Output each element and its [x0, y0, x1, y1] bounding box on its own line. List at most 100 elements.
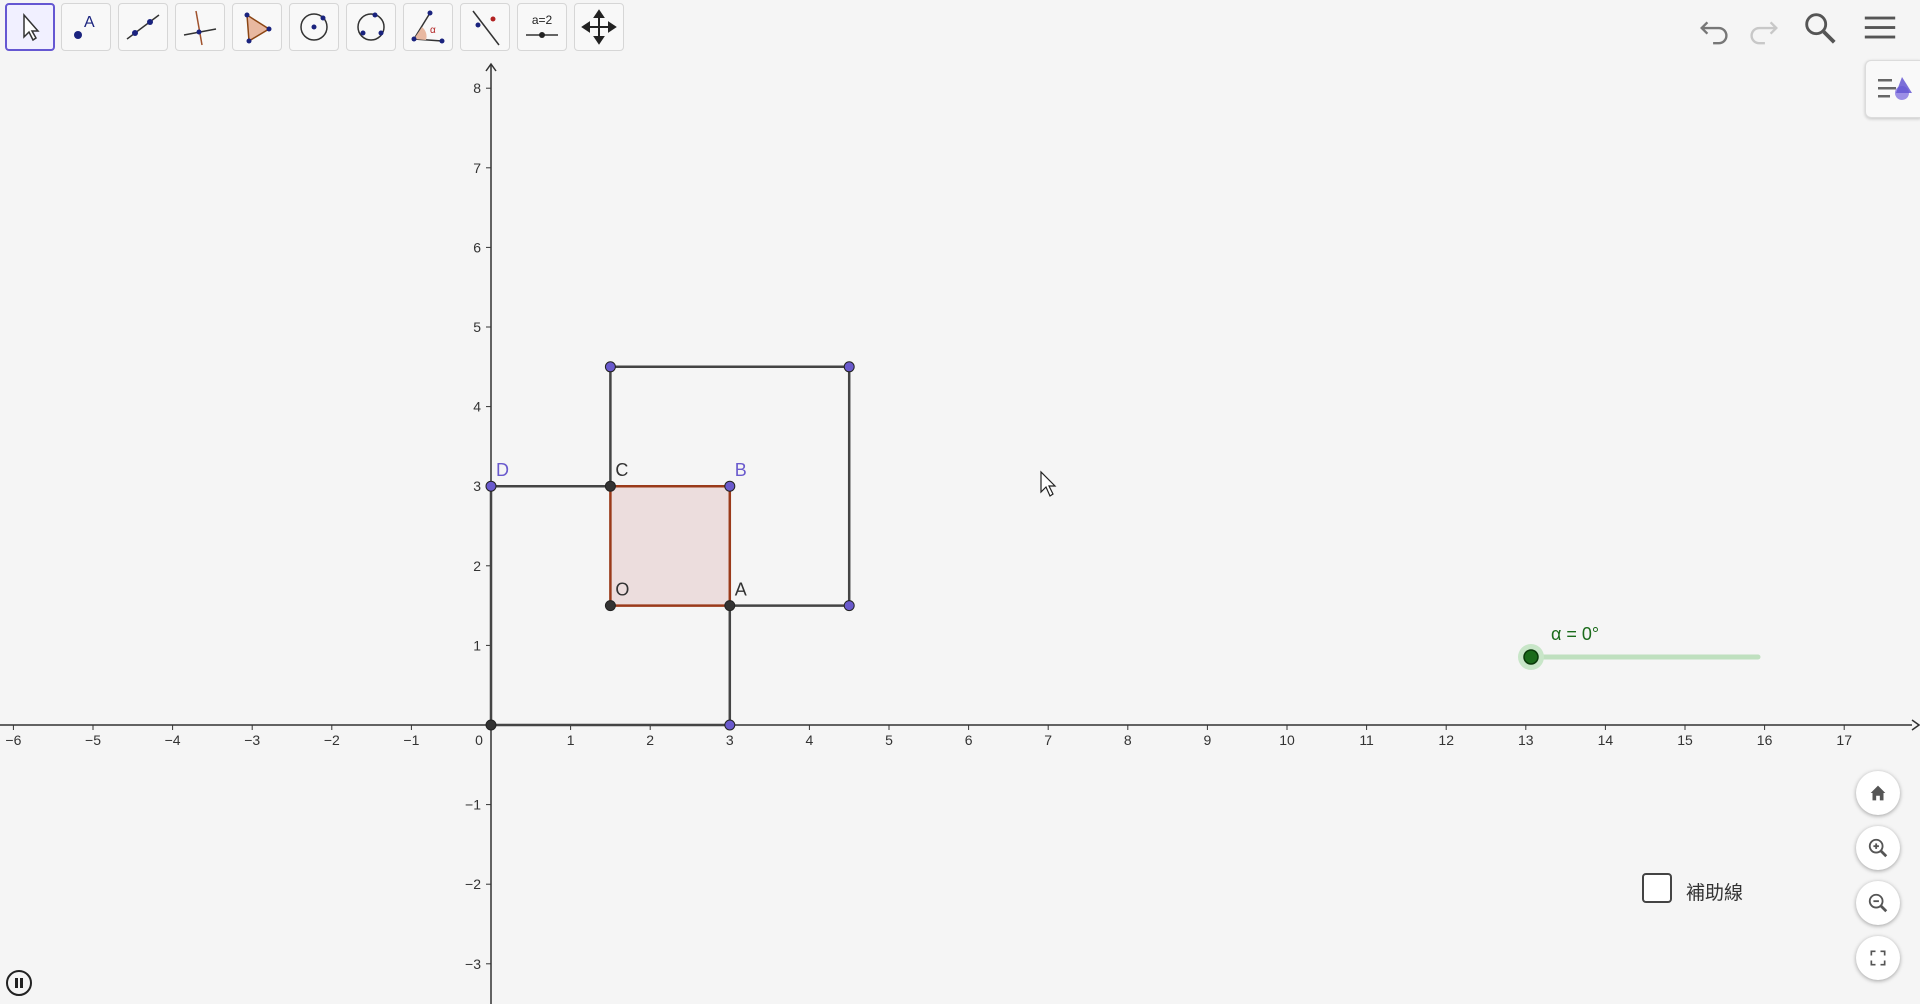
- point-O[interactable]: [604, 600, 616, 612]
- point-C[interactable]: [604, 480, 616, 492]
- slider-tool-button[interactable]: a=2: [517, 3, 567, 51]
- lower-left-square[interactable]: [489, 486, 732, 727]
- polygon-tool-button[interactable]: [232, 3, 282, 51]
- search-button[interactable]: [1797, 5, 1843, 51]
- x-tick-label: 11: [1359, 732, 1374, 748]
- x-tick-label: 7: [1044, 732, 1052, 748]
- line-icon: [126, 14, 160, 40]
- point-tool-button[interactable]: A: [61, 3, 111, 51]
- svg-text:a=2: a=2: [532, 13, 553, 27]
- move-tool-button[interactable]: [5, 3, 55, 51]
- point-icon: A: [74, 14, 95, 39]
- x-tick-label: 8: [1124, 732, 1132, 748]
- point[interactable]: [843, 361, 855, 373]
- x-tick-label: 6: [965, 732, 973, 748]
- y-tick-label: 5: [473, 319, 481, 335]
- point[interactable]: [485, 719, 497, 731]
- point-D[interactable]: [485, 480, 497, 492]
- geometry-shapes[interactable]: [489, 365, 851, 727]
- circle-three-points-icon: [357, 12, 385, 41]
- auxiliary-lines-checkbox[interactable]: [1642, 873, 1672, 903]
- fullscreen-icon: [1870, 950, 1886, 966]
- x-tick-label: −4: [165, 732, 181, 748]
- reflect-tool-button[interactable]: [460, 3, 510, 51]
- x-tick-label: 14: [1598, 732, 1614, 748]
- x-tick-label: 16: [1757, 732, 1773, 748]
- angle-icon: α: [411, 10, 445, 44]
- y-axis-arrow: [485, 62, 497, 72]
- angle-tool-button[interactable]: α: [403, 3, 453, 51]
- coordinate-axes: −6 −5 −4 −3 −2 −1 0 1 2 3 4 5 6 7 8 9 10 11 12 13 14 15 16 17−3…: [0, 62, 1920, 1004]
- y-tick-label: 4: [473, 399, 481, 415]
- perpendicular-line-icon: [183, 10, 217, 46]
- x-tick-label: 13: [1518, 732, 1534, 748]
- x-axis-arrow: [1911, 719, 1920, 731]
- home-icon: [1870, 785, 1886, 801]
- undo-button[interactable]: [1692, 5, 1738, 51]
- point[interactable]: [843, 600, 855, 612]
- x-tick-label: 2: [646, 732, 654, 748]
- point-label: O: [615, 580, 629, 600]
- x-tick-label: −5: [85, 732, 101, 748]
- x-tick-label: −3: [244, 732, 260, 748]
- redo-button[interactable]: [1740, 5, 1786, 51]
- x-tick-label: 4: [806, 732, 814, 748]
- x-tick-label: 3: [726, 732, 734, 748]
- circle-center-icon: [300, 13, 328, 41]
- circle-center-tool-button[interactable]: [289, 3, 339, 51]
- x-tick-label: 12: [1438, 732, 1454, 748]
- y-tick-label: −1: [465, 797, 481, 813]
- line-tool-button[interactable]: [118, 3, 168, 51]
- point-label: B: [735, 460, 747, 480]
- x-tick-label: −2: [324, 732, 340, 748]
- auxiliary-lines-label: 補助線: [1686, 883, 1744, 904]
- search-icon: [1805, 13, 1836, 44]
- graphics-view[interactable]: −6 −5 −4 −3 −2 −1 0 1 2 3 4 5 6 7 8 9 10 11 12 13 14 15 16 17−3…: [0, 55, 1920, 1004]
- zoom-in-icon: [1868, 838, 1888, 858]
- zoom-out-icon: [1868, 893, 1888, 913]
- x-tick-label: 10: [1279, 732, 1295, 748]
- y-tick-label: 2: [473, 558, 481, 574]
- pause-button[interactable]: [6, 970, 32, 996]
- point-A[interactable]: [724, 600, 736, 612]
- algebra-view-icon: [1877, 77, 1912, 100]
- y-tick-label: 8: [473, 80, 481, 96]
- zoom-out-button[interactable]: [1856, 881, 1900, 925]
- geometry-points[interactable]: D C B O A: [485, 361, 855, 731]
- perpendicular-tool-button[interactable]: [175, 3, 225, 51]
- algebra-view-toggle[interactable]: [1865, 60, 1920, 118]
- undo-icon: [1700, 21, 1728, 45]
- x-tick-label: 17: [1836, 732, 1852, 748]
- polygon-icon: [244, 12, 272, 44]
- move-arrow-icon: [23, 13, 40, 42]
- y-tick-label: 3: [473, 478, 481, 494]
- y-tick-label: 1: [473, 637, 481, 653]
- x-tick-label: 15: [1677, 732, 1693, 748]
- point-label: D: [496, 460, 509, 480]
- point[interactable]: [604, 361, 616, 373]
- slider-knob[interactable]: [1523, 649, 1539, 665]
- point-label: A: [735, 580, 747, 600]
- svg-text:A: A: [84, 14, 95, 31]
- x-tick-label: −6: [5, 732, 21, 748]
- y-tick-label: −3: [465, 956, 481, 972]
- move-graphics-icon: [581, 9, 617, 45]
- slider-icon: a=2: [526, 13, 558, 38]
- x-tick-label: 5: [885, 732, 893, 748]
- fullscreen-button[interactable]: [1856, 936, 1900, 980]
- point-label: C: [615, 460, 628, 480]
- menu-button[interactable]: [1857, 5, 1903, 51]
- x-tick-label: 1: [567, 732, 575, 748]
- y-tick-label: −2: [465, 876, 481, 892]
- menu-icon: [1864, 16, 1896, 39]
- pause-icon: [15, 978, 23, 988]
- point-B[interactable]: [724, 480, 736, 492]
- point[interactable]: [724, 719, 736, 731]
- zoom-in-button[interactable]: [1856, 826, 1900, 870]
- y-tick-label: 7: [473, 160, 481, 176]
- y-tick-label: 6: [473, 239, 481, 255]
- x-tick-label: −1: [403, 732, 419, 748]
- move-graphics-tool-button[interactable]: [574, 3, 624, 51]
- home-button[interactable]: [1856, 771, 1900, 815]
- circle-three-points-tool-button[interactable]: [346, 3, 396, 51]
